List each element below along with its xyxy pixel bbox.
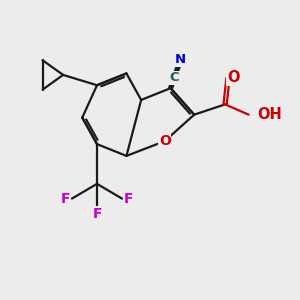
Text: OH: OH xyxy=(257,107,282,122)
Text: F: F xyxy=(61,192,70,206)
Text: O: O xyxy=(159,134,171,148)
Text: N: N xyxy=(175,53,186,66)
Text: O: O xyxy=(227,70,240,86)
Text: C: C xyxy=(169,71,179,84)
Text: F: F xyxy=(124,192,133,206)
Text: F: F xyxy=(92,207,102,221)
